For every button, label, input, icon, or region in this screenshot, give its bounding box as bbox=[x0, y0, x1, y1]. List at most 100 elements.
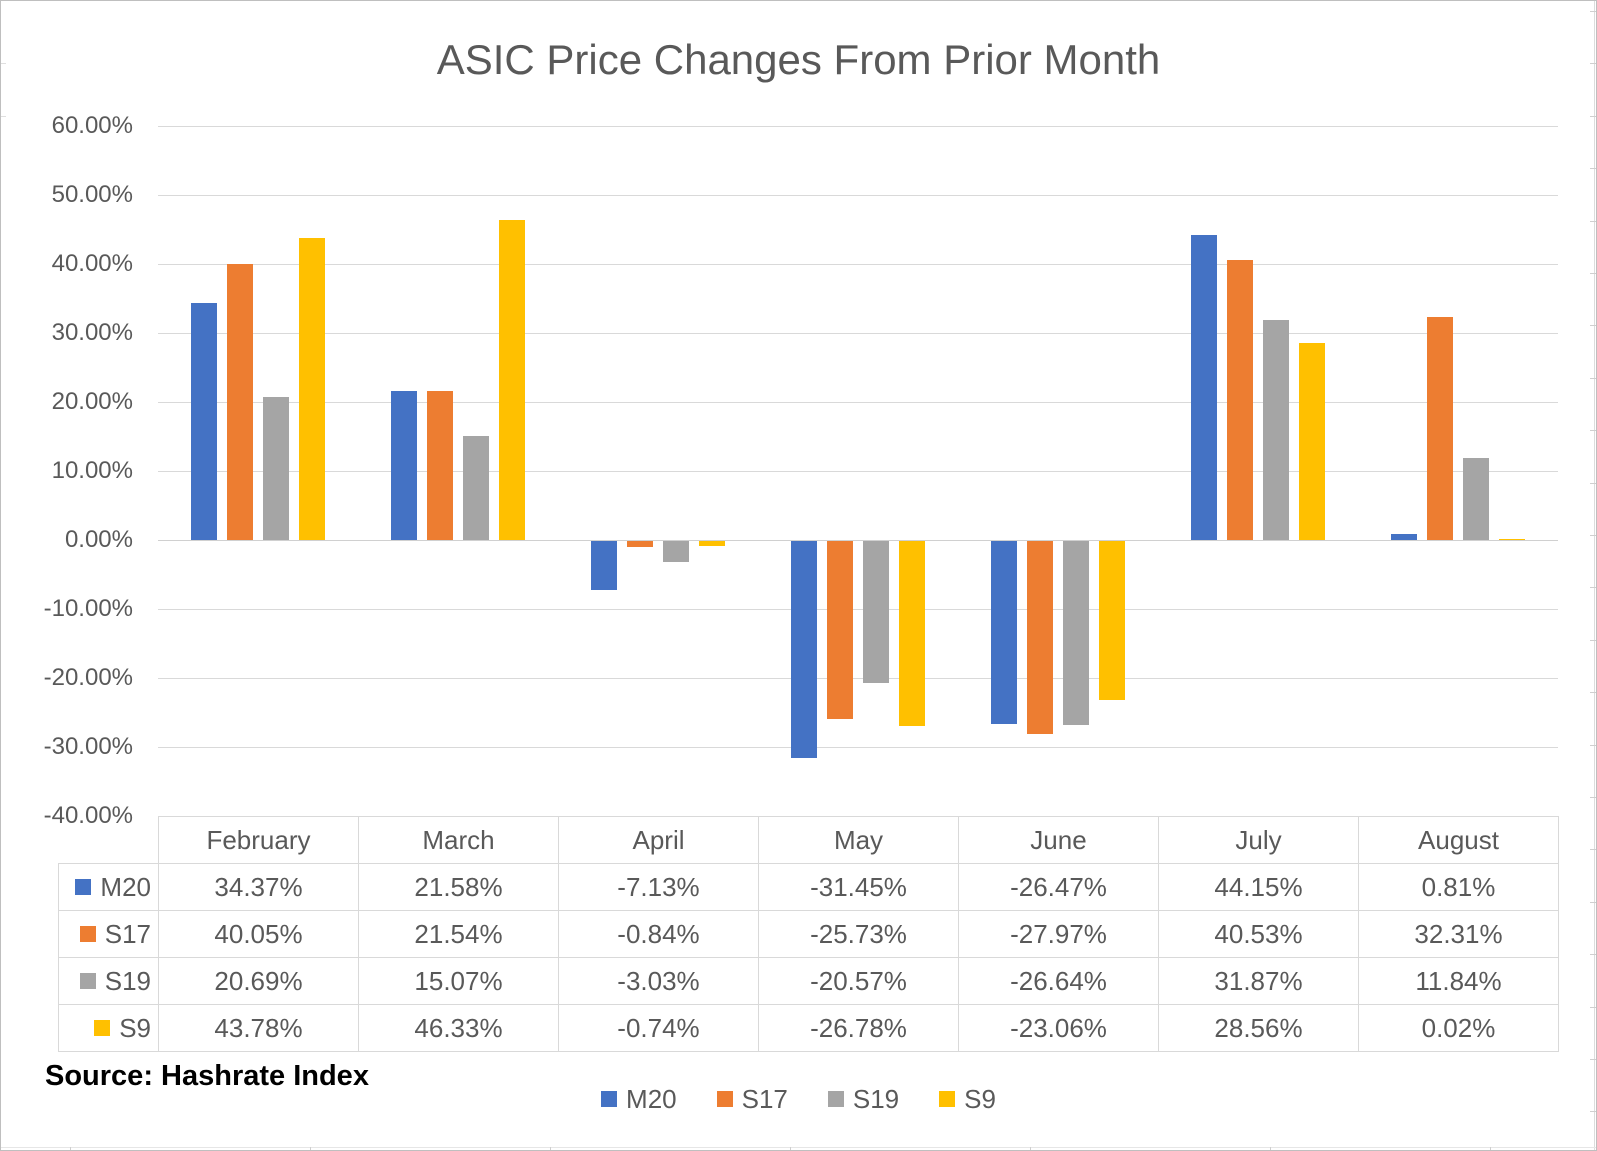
bar-s19-june bbox=[1063, 541, 1089, 725]
gridline bbox=[158, 747, 1558, 748]
sheet-column-tick bbox=[310, 1147, 311, 1150]
table-cell-s19-april: -3.03% bbox=[558, 957, 759, 1005]
bar-m20-july bbox=[1191, 235, 1217, 540]
table-cell-s9-february: 43.78% bbox=[158, 1004, 359, 1052]
table-row-label-s17: S17 bbox=[58, 910, 159, 958]
table-column-header-august: August bbox=[1358, 816, 1559, 864]
series-swatch-m20 bbox=[75, 879, 92, 895]
sheet-row-tick bbox=[1590, 692, 1596, 693]
sheet-row-tick bbox=[1590, 640, 1596, 641]
table-cell-m20-february: 34.37% bbox=[158, 863, 359, 911]
y-axis-tick-label: -10.00% bbox=[43, 595, 133, 622]
sheet-row-tick bbox=[1590, 1007, 1596, 1008]
legend-swatch-s9 bbox=[939, 1091, 956, 1107]
sheet-column-tick bbox=[70, 1147, 71, 1150]
y-axis-tick-label: 40.00% bbox=[51, 250, 133, 277]
bar-s9-may bbox=[899, 541, 925, 726]
sheet-row-tick bbox=[1590, 430, 1596, 431]
gridline bbox=[158, 264, 1558, 265]
table-cell-m20-april: -7.13% bbox=[558, 863, 759, 911]
gridline bbox=[158, 195, 1558, 196]
gridline bbox=[158, 540, 1558, 541]
bar-s17-june bbox=[1027, 541, 1053, 734]
bar-s9-august bbox=[1499, 538, 1525, 540]
y-axis-tick-label: 50.00% bbox=[51, 181, 133, 208]
gridline bbox=[158, 126, 1558, 127]
sheet-row-tick-left bbox=[1, 116, 6, 117]
legend-label: S19 bbox=[852, 1083, 900, 1114]
bar-s17-august bbox=[1427, 317, 1453, 540]
table-row-label-s9: S9 bbox=[58, 1004, 159, 1052]
sheet-row-tick bbox=[1590, 325, 1596, 326]
sheet-row-tick bbox=[1590, 587, 1596, 588]
bar-s19-april bbox=[663, 541, 689, 562]
table-corner-cell bbox=[58, 816, 159, 864]
table-cell-s19-july: 31.87% bbox=[1158, 957, 1359, 1005]
series-swatch-s9 bbox=[94, 1020, 111, 1036]
sheet-row-tick bbox=[1590, 902, 1596, 903]
legend-swatch-s19 bbox=[827, 1091, 844, 1107]
gridline bbox=[158, 471, 1558, 472]
table-cell-m20-july: 44.15% bbox=[1158, 863, 1359, 911]
series-name-label: S17 bbox=[104, 918, 151, 949]
sheet-row-tick bbox=[1590, 797, 1596, 798]
table-column-header-february: February bbox=[158, 816, 359, 864]
chart-title: ASIC Price Changes From Prior Month bbox=[436, 36, 1161, 83]
table-cell-s17-august: 32.31% bbox=[1358, 910, 1559, 958]
sheet-row-tick bbox=[1590, 745, 1596, 746]
table-cell-s9-march: 46.33% bbox=[358, 1004, 559, 1052]
y-axis-tick-label: 20.00% bbox=[51, 388, 133, 415]
gridline bbox=[158, 402, 1558, 403]
gridline bbox=[158, 678, 1558, 679]
table-cell-s19-august: 11.84% bbox=[1358, 957, 1559, 1005]
table-column-header-march: March bbox=[358, 816, 559, 864]
bar-s17-february bbox=[227, 263, 253, 540]
table-cell-s9-april: -0.74% bbox=[558, 1004, 759, 1052]
table-cell-m20-june: -26.47% bbox=[958, 863, 1159, 911]
source-note: Source: Hashrate Index bbox=[45, 1060, 369, 1092]
sheet-column-tick bbox=[550, 1147, 551, 1150]
table-row-label-s19: S19 bbox=[58, 957, 159, 1005]
sheet-row-tick bbox=[1590, 273, 1596, 274]
y-axis-tick-label: -30.00% bbox=[43, 733, 133, 760]
sheet-row-tick bbox=[1590, 849, 1596, 850]
y-axis-tick-label: 30.00% bbox=[51, 319, 133, 346]
table-cell-s9-july: 28.56% bbox=[1158, 1004, 1359, 1052]
series-name-label: S9 bbox=[119, 1012, 151, 1043]
bar-s17-april bbox=[627, 541, 653, 547]
chart-legend: M20 S17 S19 S9 bbox=[1, 1081, 1596, 1117]
table-cell-s17-april: -0.84% bbox=[558, 910, 759, 958]
sheet-row-tick bbox=[1590, 116, 1596, 117]
table-cell-s17-july: 40.53% bbox=[1158, 910, 1359, 958]
legend-label: S9 bbox=[964, 1083, 996, 1114]
table-row-s17: S17 40.05% 21.54% -0.84% -25.73% -27.97% 40.53… bbox=[58, 910, 1559, 958]
bar-s17-march bbox=[427, 391, 453, 540]
sheet-column-tick bbox=[1490, 1147, 1491, 1150]
table-cell-s19-june: -26.64% bbox=[958, 957, 1159, 1005]
legend-item-m20: M20 bbox=[601, 1084, 677, 1115]
series-swatch-s19 bbox=[79, 973, 96, 989]
y-axis-tick-label: 10.00% bbox=[51, 457, 133, 484]
series-name-label: S19 bbox=[104, 965, 151, 996]
sheet-row-tick bbox=[1590, 168, 1596, 169]
table-cell-s17-february: 40.05% bbox=[158, 910, 359, 958]
table-cell-s17-may: -25.73% bbox=[758, 910, 959, 958]
bar-s19-august bbox=[1463, 458, 1489, 540]
table-row-m20: M20 34.37% 21.58% -7.13% -31.45% -26.47% 44.15… bbox=[58, 863, 1559, 911]
sheet-row-tick-left bbox=[1, 63, 6, 64]
sheet-column-tick bbox=[790, 1147, 791, 1150]
bar-s9-march bbox=[499, 220, 525, 540]
series-swatch-s17 bbox=[79, 926, 96, 942]
table-cell-s9-june: -23.06% bbox=[958, 1004, 1159, 1052]
sheet-row-tick bbox=[1590, 221, 1596, 222]
sheet-gridline-right bbox=[1594, 1, 1595, 1150]
sheet-row-tick bbox=[1590, 63, 1596, 64]
y-axis-tick-label: 60.00% bbox=[51, 112, 133, 139]
table-column-header-june: June bbox=[958, 816, 1159, 864]
bar-s9-february bbox=[299, 237, 325, 540]
bar-s9-june bbox=[1099, 541, 1125, 701]
legend-item-s19: S19 bbox=[827, 1083, 900, 1115]
sheet-column-tick bbox=[1270, 1147, 1271, 1150]
sheet-row-tick bbox=[1590, 378, 1596, 379]
bar-s17-may bbox=[827, 541, 853, 719]
